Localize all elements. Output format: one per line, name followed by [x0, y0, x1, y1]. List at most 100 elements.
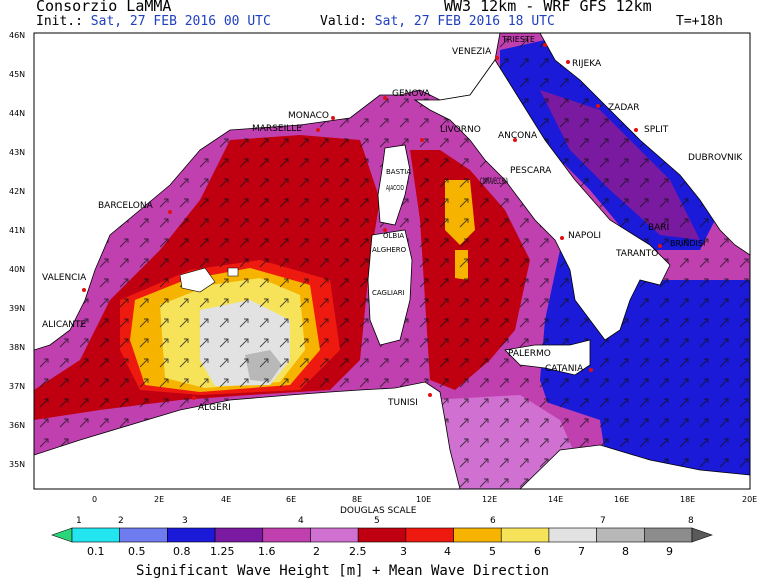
latitude-axis: 46N 45N 44N 43N 42N 41N 40N 39N 38N 37N …: [9, 31, 25, 469]
lat-label: 36N: [9, 421, 25, 430]
lat-label: 42N: [9, 187, 25, 196]
city-label-tunisi: TUNISI: [387, 398, 418, 408]
city-dot: [420, 138, 424, 142]
city-dot: [543, 43, 547, 47]
city-label-taranto: TARANTO: [615, 249, 658, 259]
org-title: Consorzio LaMMA: [36, 0, 172, 15]
init-line: Init.: Sat, 27 FEB 2016 00 UTC: [36, 14, 271, 29]
city-label-palermo: PALERMO: [508, 349, 551, 359]
colorbar-swatch: [167, 527, 216, 543]
land-mallorca: [179, 267, 216, 293]
colorbar-swatch: [71, 527, 120, 543]
city-label-catania: CATANIA: [545, 364, 584, 374]
cb-value: 6: [534, 545, 541, 558]
city-labels: VENEZIA TRIESTE RIJEKA ZADAR SPLIT DUBRO…: [42, 35, 743, 413]
colorbar-values: 0.1 0.5 0.8 1.25 1.6 2 2.5 3 4 5 6 7 8 9: [87, 545, 673, 558]
douglas-label: 5: [374, 516, 380, 526]
city-label-split: SPLIT: [644, 125, 669, 135]
map-field: [34, 33, 750, 489]
lat-label: 45N: [9, 70, 25, 79]
city-label-alicante: ALICANTE: [42, 320, 86, 330]
douglas-label: 8: [688, 516, 694, 526]
city-label-livorno: LIVORNO: [440, 125, 481, 135]
city-dot: [658, 244, 662, 248]
cb-value: 7: [578, 545, 585, 558]
colorbar-swatch: [596, 527, 645, 543]
init-label: Init.:: [36, 14, 83, 29]
lon-label: 4E: [221, 495, 231, 504]
cb-value: 1.25: [210, 545, 235, 558]
lon-label: 10E: [416, 495, 431, 504]
colorbar-swatch: [644, 527, 693, 543]
init-value: Sat, 27 FEB 2016 00 UTC: [90, 14, 271, 29]
colorbar-swatch: [691, 527, 713, 543]
colorbar-swatch: [357, 527, 407, 543]
city-label-dubrovnik: DUBROVNIK: [688, 153, 743, 163]
lon-label: 8E: [352, 495, 362, 504]
city-dot: [383, 96, 387, 100]
colorbar: DOUGLAS SCALE 1 2 3 4 5 6 7 8 0.1 0.5 0.…: [51, 506, 713, 579]
colorbar-title: Significant Wave Height [m] + Mean Wave …: [136, 563, 549, 579]
city-label-zadar: ZADAR: [608, 103, 640, 113]
colorbar-swatch: [51, 527, 73, 543]
longitude-axis: 0 2E 4E 6E 8E 10E 12E 14E 16E 18E 20E: [92, 495, 757, 504]
colorbar-swatches: [51, 527, 713, 543]
douglas-title: DOUGLAS SCALE: [340, 506, 417, 516]
city-label-olbia: OLBIA: [383, 232, 404, 240]
douglas-label: 2: [118, 516, 124, 526]
douglas-label: 6: [490, 516, 496, 526]
city-dot: [316, 128, 320, 132]
city-dot: [383, 228, 387, 232]
city-label-barcelona: BARCELONA: [98, 201, 154, 211]
valid-line: Valid: Sat, 27 FEB 2016 18 UTC: [320, 14, 555, 29]
land-corsica: [377, 144, 411, 226]
city-dot: [589, 368, 593, 372]
city-label-napoli: NAPOLI: [568, 231, 601, 241]
cb-value: 0.8: [173, 545, 191, 558]
city-label-brindisi: BRINDISI: [670, 239, 705, 248]
city-dot: [82, 288, 86, 292]
city-label-trieste: TRIESTE: [501, 35, 535, 44]
city-label-monaco: MONACO: [288, 111, 329, 121]
city-label-algeri: ALGERI: [198, 403, 231, 413]
cb-value: 1.6: [258, 545, 276, 558]
valid-label: Valid:: [320, 14, 367, 29]
city-label-bastia: BASTIA: [386, 168, 411, 176]
city-label-venezia: VENEZIA: [452, 47, 492, 57]
city-dot: [634, 128, 638, 132]
city-label-ajaccio: AJACCIO: [386, 184, 404, 192]
city-dot: [192, 396, 196, 400]
city-dot: [560, 236, 564, 240]
lat-label: 38N: [9, 343, 25, 352]
lat-label: 46N: [9, 31, 25, 40]
colorbar-swatch: [500, 527, 550, 543]
cb-value: 2: [313, 545, 320, 558]
land-libya: [519, 444, 750, 489]
city-label-valencia: VALENCIA: [42, 273, 87, 283]
douglas-label: 7: [600, 516, 606, 526]
cb-value: 9: [666, 545, 673, 558]
cb-value: 0.5: [128, 545, 146, 558]
city-label-rijeka: RIJEKA: [572, 59, 602, 69]
lon-label: 14E: [548, 495, 563, 504]
cb-value: 2.5: [349, 545, 367, 558]
colorbar-swatch: [119, 527, 168, 543]
cb-value: 8: [622, 545, 629, 558]
lon-label: 0: [92, 495, 97, 504]
douglas-labels: 1 2 3 4 5 6 7 8: [76, 516, 694, 526]
lat-label: 37N: [9, 382, 25, 391]
lat-label: 41N: [9, 226, 25, 235]
lat-label: 44N: [9, 109, 25, 118]
colorbar-swatch: [310, 527, 359, 543]
lead-time: T=+18h: [676, 14, 723, 29]
city-label-pescara: PESCARA: [510, 166, 552, 176]
city-dot: [596, 104, 600, 108]
colorbar-swatch: [405, 527, 454, 543]
city-markers: [82, 43, 662, 400]
colorbar-swatch: [262, 527, 311, 543]
colorbar-swatch: [453, 527, 502, 543]
city-label-bari: BARI: [648, 223, 669, 233]
map-frame: [33, 32, 751, 490]
colorbar-swatch: [214, 527, 264, 543]
